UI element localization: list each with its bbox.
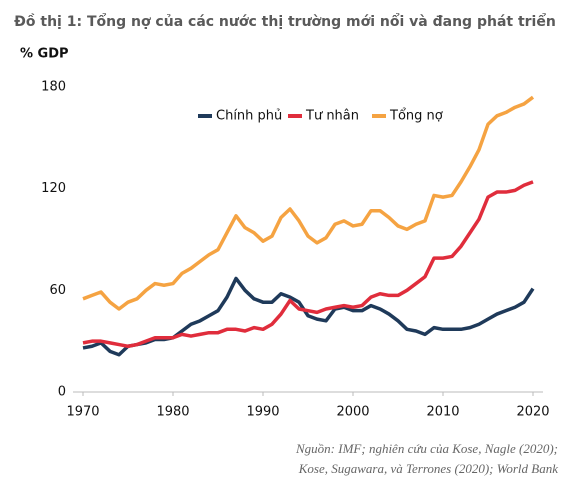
- chart-title: Đồ thị 1: Tổng nợ của các nước thị trườn…: [14, 13, 556, 30]
- legend-label: Tư nhân: [305, 109, 359, 124]
- line: [82, 180, 534, 348]
- y-tick-label: 120: [41, 181, 66, 196]
- x-tick-label: 2010: [426, 405, 459, 420]
- y-axis-label: % GDP: [20, 47, 69, 62]
- x-tick-label: 1990: [246, 405, 279, 420]
- source: Nguồn: IMF; nghiên cứu của Kose, Nagle (…: [295, 441, 558, 456]
- line: [82, 95, 535, 311]
- legend-label: Tổng nợ: [389, 109, 443, 124]
- source: Kose, Sugawara, và Terrones (2020); Worl…: [298, 461, 559, 476]
- y-tick-label: 0: [58, 385, 66, 400]
- y-tick-label: 180: [41, 80, 66, 95]
- y-tick-label: 60: [49, 283, 66, 298]
- legend-label: Chính phủ: [216, 109, 282, 124]
- x-tick-label: 1970: [66, 405, 99, 420]
- line: [82, 276, 535, 357]
- x-tick-label: 2000: [336, 405, 369, 420]
- x-tick-label: 1980: [156, 405, 189, 420]
- x-tick-label: 2020: [516, 405, 549, 420]
